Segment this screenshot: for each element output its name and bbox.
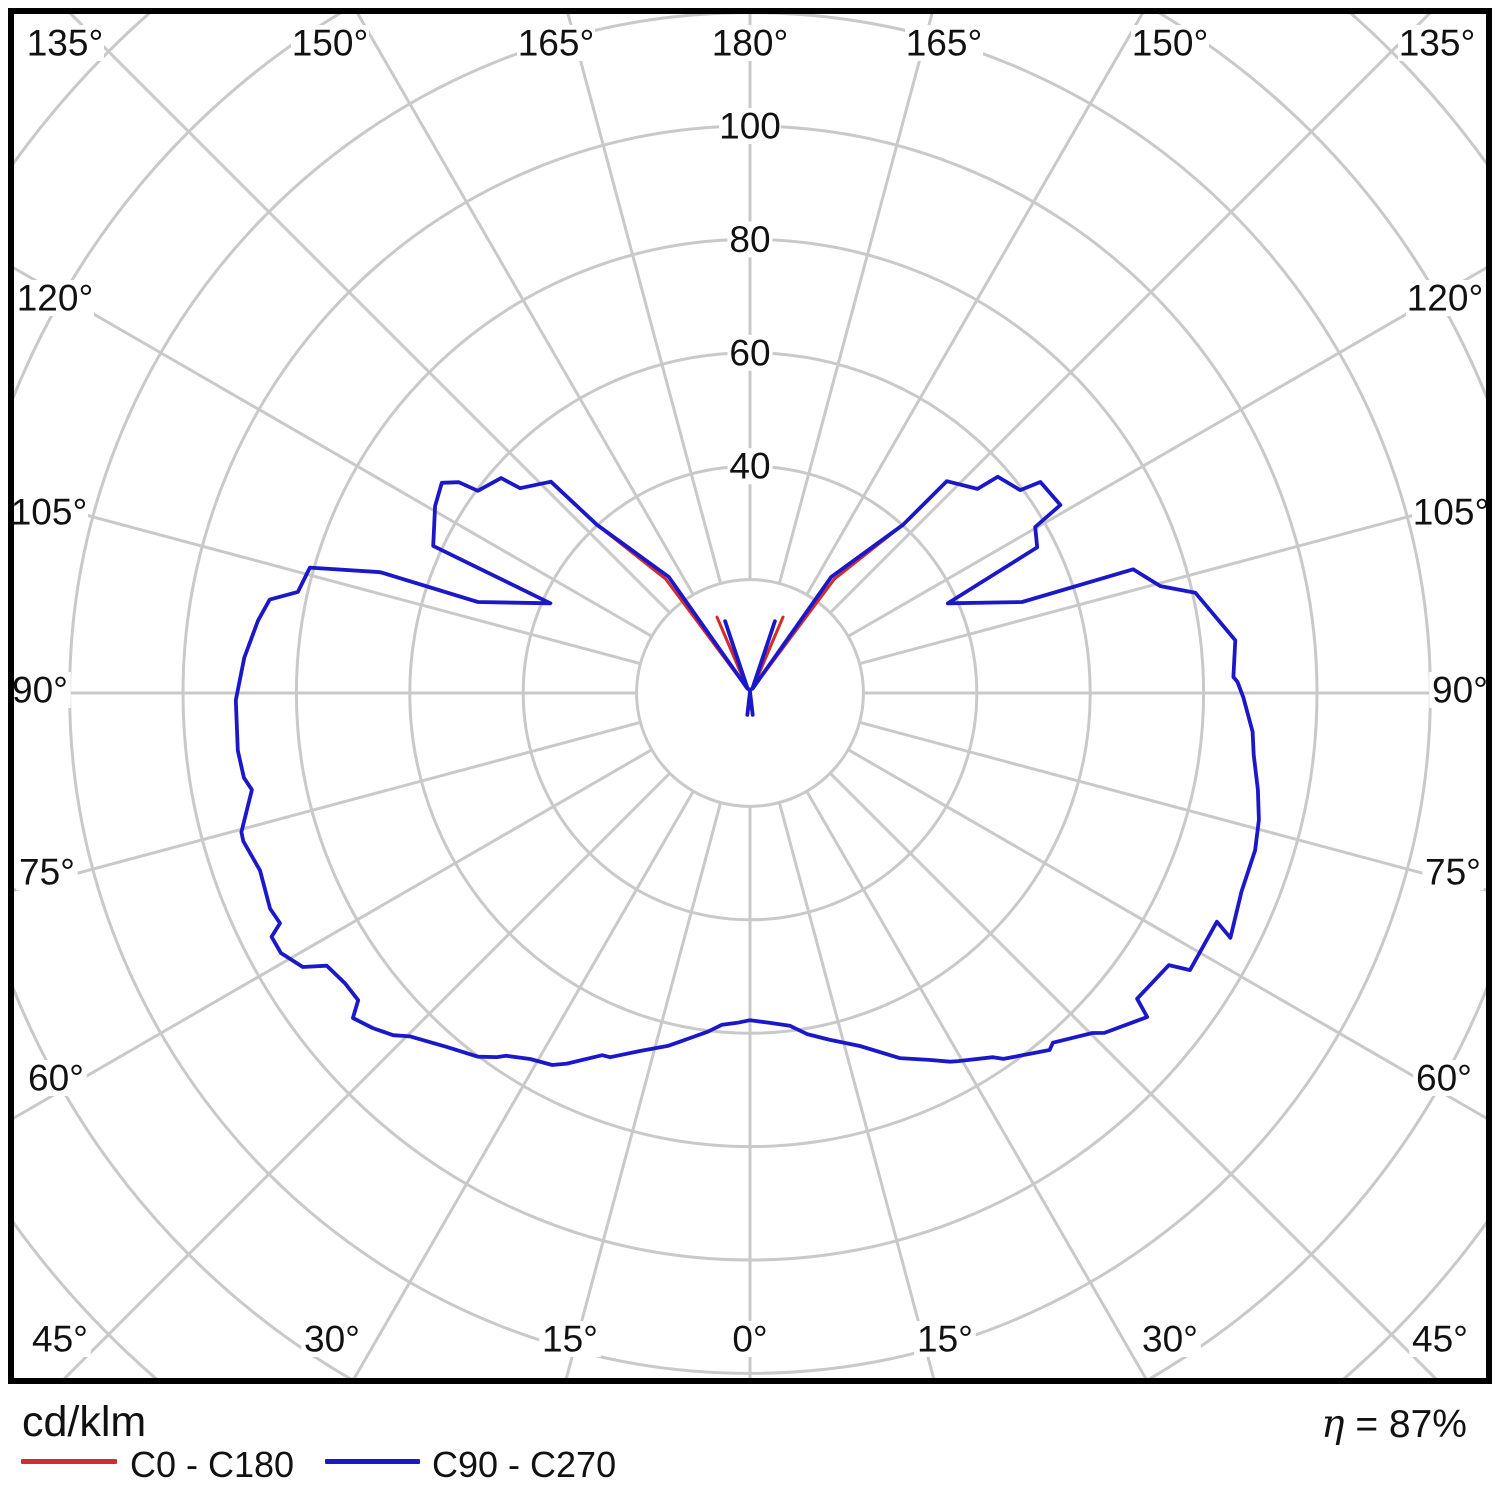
angle-label: 150° [292, 23, 369, 64]
grid-spoke [859, 494, 1486, 666]
radial-label: 40 [729, 446, 770, 487]
efficiency-label: η = 87% [1321, 1402, 1467, 1447]
curve-c90-c270 [233, 474, 1261, 1067]
radial-label: 60 [729, 332, 770, 373]
angle-label: 60° [28, 1058, 84, 1099]
grid-spoke [14, 266, 653, 638]
grid-spoke [14, 494, 641, 666]
plot-frame [8, 8, 1492, 1384]
angle-label-bg [1422, 854, 1484, 890]
angle-label-bg [26, 25, 104, 61]
angle-label-bg [9, 672, 71, 708]
angle-label-bg [1131, 25, 1209, 61]
grid-spoke [62, 772, 671, 1378]
angle-label-bg [16, 280, 94, 316]
angle-label: 105° [1413, 492, 1490, 533]
angle-label-bg [25, 1060, 87, 1096]
angle-label: 15° [542, 1319, 598, 1360]
radial-label-bg [727, 334, 773, 371]
legend-swatch-c0-c180 [21, 1459, 117, 1464]
legend-label-c0-c180: C0 - C180 [130, 1444, 295, 1485]
grid-spoke [805, 790, 1148, 1378]
angle-label: 0° [732, 1319, 767, 1360]
angle-label: 60° [1416, 1058, 1472, 1099]
angle-label: 165° [906, 23, 983, 64]
angle-label-bg [1139, 1321, 1201, 1357]
radial-unit-label: cd/klm [22, 1398, 147, 1446]
radial-label: 100 [719, 106, 781, 147]
angle-label-bg [1413, 1060, 1475, 1096]
grid-spoke [566, 14, 723, 584]
radial-label-bg [727, 221, 773, 258]
grid-spoke [14, 748, 653, 1120]
angle-label: 15° [917, 1319, 973, 1360]
angle-label: 75° [1425, 852, 1481, 893]
grid-labels: 135° 150° 165° 180° 165° 150° 135° 120° 105° 90° 7… [9, 23, 1491, 1360]
angle-label-bg [16, 854, 78, 890]
angle-label-bg [1406, 280, 1484, 316]
angle-label: 45° [1412, 1319, 1468, 1360]
grid-spoke [352, 790, 695, 1378]
angle-label-bg [29, 1321, 91, 1357]
angle-label: 180° [712, 23, 789, 64]
angle-label: 90° [12, 670, 68, 711]
legend-swatch-c90-c270 [325, 1459, 420, 1464]
angle-label: 165° [518, 23, 595, 64]
angle-label: 30° [1142, 1319, 1198, 1360]
grid-spoke [805, 14, 1144, 596]
legend-label-c90-c270: C90 - C270 [432, 1444, 617, 1485]
angle-label-bg [711, 25, 789, 61]
angle-label: 75° [19, 852, 75, 893]
angle-label-bg [905, 25, 983, 61]
eta-value: = 87% [1344, 1403, 1467, 1446]
grid-spoke [847, 748, 1486, 1120]
angle-label: 150° [1132, 23, 1209, 64]
angle-label: 135° [1399, 23, 1476, 64]
angle-label: 120° [17, 278, 94, 319]
grid-spoke [859, 720, 1486, 892]
angle-label: 135° [27, 23, 104, 64]
angle-label-bg [914, 1321, 976, 1357]
angle-label: 105° [11, 492, 88, 533]
grid-spoke [829, 772, 1438, 1378]
eta-symbol: η [1321, 1402, 1345, 1447]
angle-label-bg [1398, 25, 1476, 61]
angle-label-bg [1409, 1321, 1471, 1357]
angle-label: 30° [304, 1319, 360, 1360]
angle-label-bg [539, 1321, 601, 1357]
angle-label-bg [727, 1321, 773, 1357]
grid-spoke [356, 14, 695, 596]
angle-label-bg [291, 25, 369, 61]
angle-label-bg [517, 25, 595, 61]
grid-spoke [14, 720, 641, 892]
radial-label: 80 [729, 219, 770, 260]
angle-label: 120° [1407, 278, 1484, 319]
grid-spoke [847, 266, 1486, 638]
angle-label: 45° [32, 1319, 88, 1360]
radial-label-bg [719, 108, 781, 144]
angle-label-bg [1412, 494, 1490, 530]
angle-label-bg [10, 494, 88, 530]
grid-spoke [777, 14, 934, 584]
angle-label-bg [301, 1321, 363, 1357]
angle-label-bg [1429, 672, 1491, 708]
radial-label-bg [727, 448, 773, 485]
angle-label: 90° [1432, 670, 1488, 711]
